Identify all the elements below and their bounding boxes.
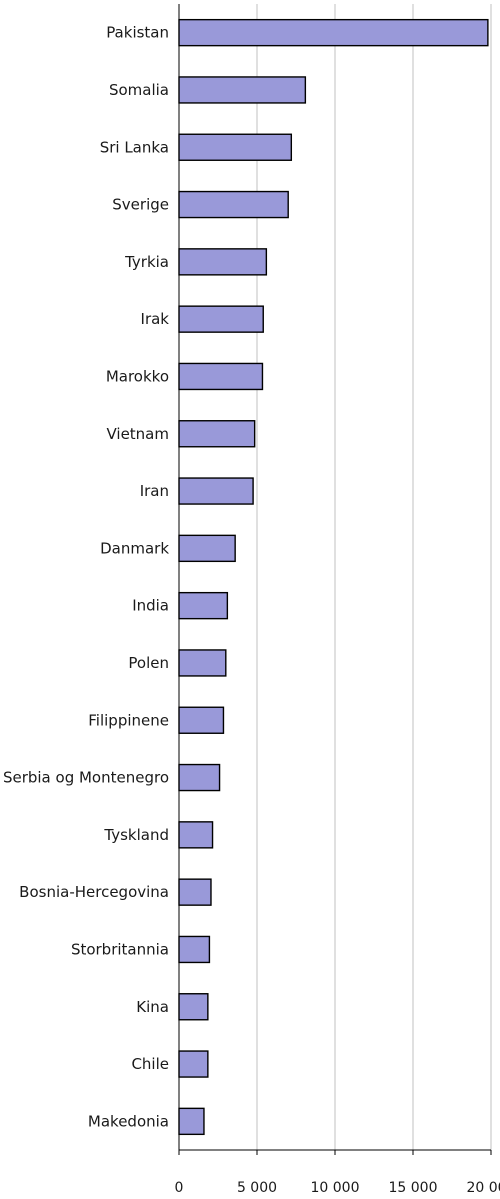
category-label-13: Serbia og Montenegro	[3, 769, 169, 787]
bar-10	[178, 591, 229, 620]
bar-1	[178, 76, 307, 104]
bars	[178, 18, 489, 1136]
bar-11	[178, 649, 227, 677]
category-label-7: Vietnam	[106, 425, 169, 443]
bar-2	[178, 133, 293, 161]
bar-18	[178, 1050, 209, 1078]
category-label-12: Filippinene	[88, 711, 169, 729]
x-tick-label-3: 15 000	[389, 1180, 438, 1196]
bar-5	[178, 305, 264, 333]
category-label-0: Pakistan	[106, 24, 169, 42]
x-tick-label-2: 10 000	[311, 1180, 360, 1196]
category-label-1: Somalia	[109, 81, 169, 99]
category-label-8: Iran	[140, 482, 169, 500]
bar-9	[178, 534, 236, 563]
bar-13	[178, 763, 221, 792]
category-label-15: Bosnia-Hercegovina	[19, 883, 169, 901]
category-label-17: Kina	[136, 998, 169, 1016]
bar-0	[178, 18, 489, 47]
category-label-6: Marokko	[106, 367, 169, 385]
category-label-2: Sri Lanka	[100, 138, 169, 156]
bar-7	[178, 420, 256, 448]
x-tick-label-1: 5 000	[237, 1180, 277, 1196]
bar-17	[178, 993, 209, 1021]
category-label-19: Makedonia	[88, 1112, 169, 1130]
category-label-11: Polen	[128, 654, 169, 672]
category-label-5: Irak	[141, 310, 170, 328]
bar-6	[178, 362, 264, 391]
x-tick-label-0: 0	[175, 1180, 184, 1196]
bar-4	[178, 248, 268, 276]
bar-12	[178, 706, 225, 734]
gridlines	[256, 4, 492, 1150]
x-tick-labels: 0 5 000 10 000 15 000 20 000	[175, 1150, 500, 1196]
category-label-10: India	[132, 597, 169, 615]
bar-19	[178, 1107, 205, 1136]
category-label-3: Sverige	[112, 196, 169, 214]
bar-14	[178, 821, 214, 849]
category-label-9: Danmark	[100, 539, 169, 557]
bar-8	[178, 477, 254, 505]
category-label-16: Storbritannia	[71, 940, 169, 958]
category-labels: Pakistan Somalia Sri Lanka Sverige Tyrkia Ira…	[3, 24, 169, 1131]
category-label-4: Tyrkia	[124, 253, 169, 271]
bar-16	[178, 935, 211, 964]
bar-15	[178, 878, 212, 906]
category-label-18: Chile	[131, 1055, 169, 1073]
bar-3	[178, 190, 289, 219]
category-label-14: Tyskland	[103, 826, 169, 844]
x-tick-label-4: 20 000	[467, 1180, 500, 1196]
